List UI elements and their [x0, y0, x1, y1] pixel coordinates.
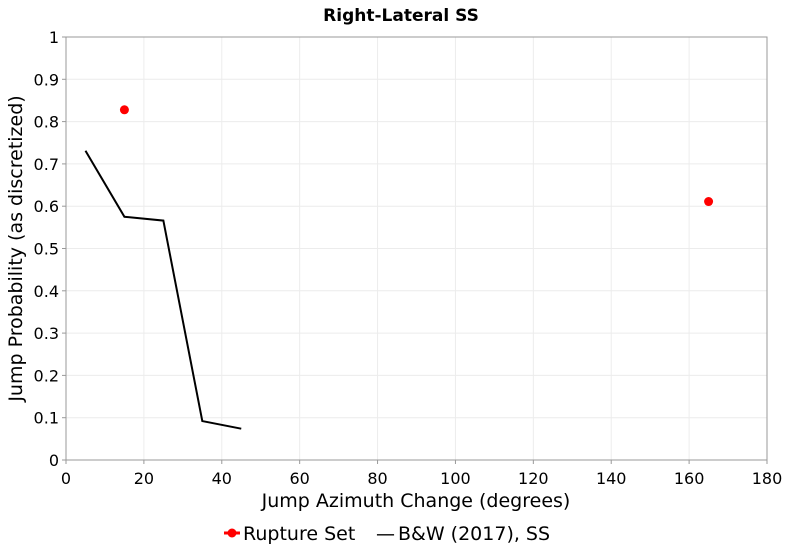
y-tick-label: 0.4 [34, 282, 59, 301]
y-axis-ticks: 0 0.1 0.2 0.3 0.4 0.5 0.6 0.7 0.8 0.9 1 [34, 28, 66, 470]
x-axis-ticks: 0 20 40 60 80 100 120 140 160 180 [61, 460, 782, 488]
x-tick-label: 160 [674, 469, 705, 488]
y-tick-label: 0.6 [34, 197, 59, 216]
data-point-rupture-set [119, 105, 129, 115]
y-tick-label: 0.9 [34, 70, 59, 89]
x-tick-label: 20 [134, 469, 154, 488]
legend-bw-2017-ss-label: B&W (2017), SS [398, 523, 550, 545]
x-tick-label: 60 [289, 469, 309, 488]
legend-rupture-set-swatch-marker [227, 528, 237, 538]
y-tick-label: 0.3 [34, 324, 59, 343]
x-axis-label: Jump Azimuth Change (degrees) [261, 490, 571, 512]
legend: Rupture Set — B&W (2017), SS [224, 523, 550, 545]
x-tick-label: 100 [440, 469, 471, 488]
series-layer [84, 105, 714, 430]
y-tick-label: 0.2 [34, 366, 59, 385]
y-tick-label: 0.1 [34, 409, 59, 428]
grid [66, 37, 767, 460]
series-line-b-w-2017-ss [84, 150, 242, 430]
y-tick-label: 0.5 [34, 240, 59, 259]
y-axis-label: Jump Probability (as discretized) [5, 95, 27, 402]
y-tick-label: 0.8 [34, 113, 59, 132]
x-tick-label: 140 [596, 469, 627, 488]
chart-title: Right-Lateral SS [323, 6, 479, 26]
legend-separator: — [376, 523, 395, 545]
x-tick-label: 40 [212, 469, 232, 488]
x-tick-label: 120 [518, 469, 549, 488]
y-tick-label: 0.7 [34, 155, 59, 174]
x-tick-label: 180 [752, 469, 783, 488]
y-tick-label: 0 [49, 451, 59, 470]
y-tick-label: 1 [49, 28, 59, 47]
legend-rupture-set-label: Rupture Set [243, 523, 355, 545]
x-tick-label: 0 [61, 469, 71, 488]
data-point-rupture-set [704, 197, 714, 207]
x-tick-label: 80 [367, 469, 387, 488]
